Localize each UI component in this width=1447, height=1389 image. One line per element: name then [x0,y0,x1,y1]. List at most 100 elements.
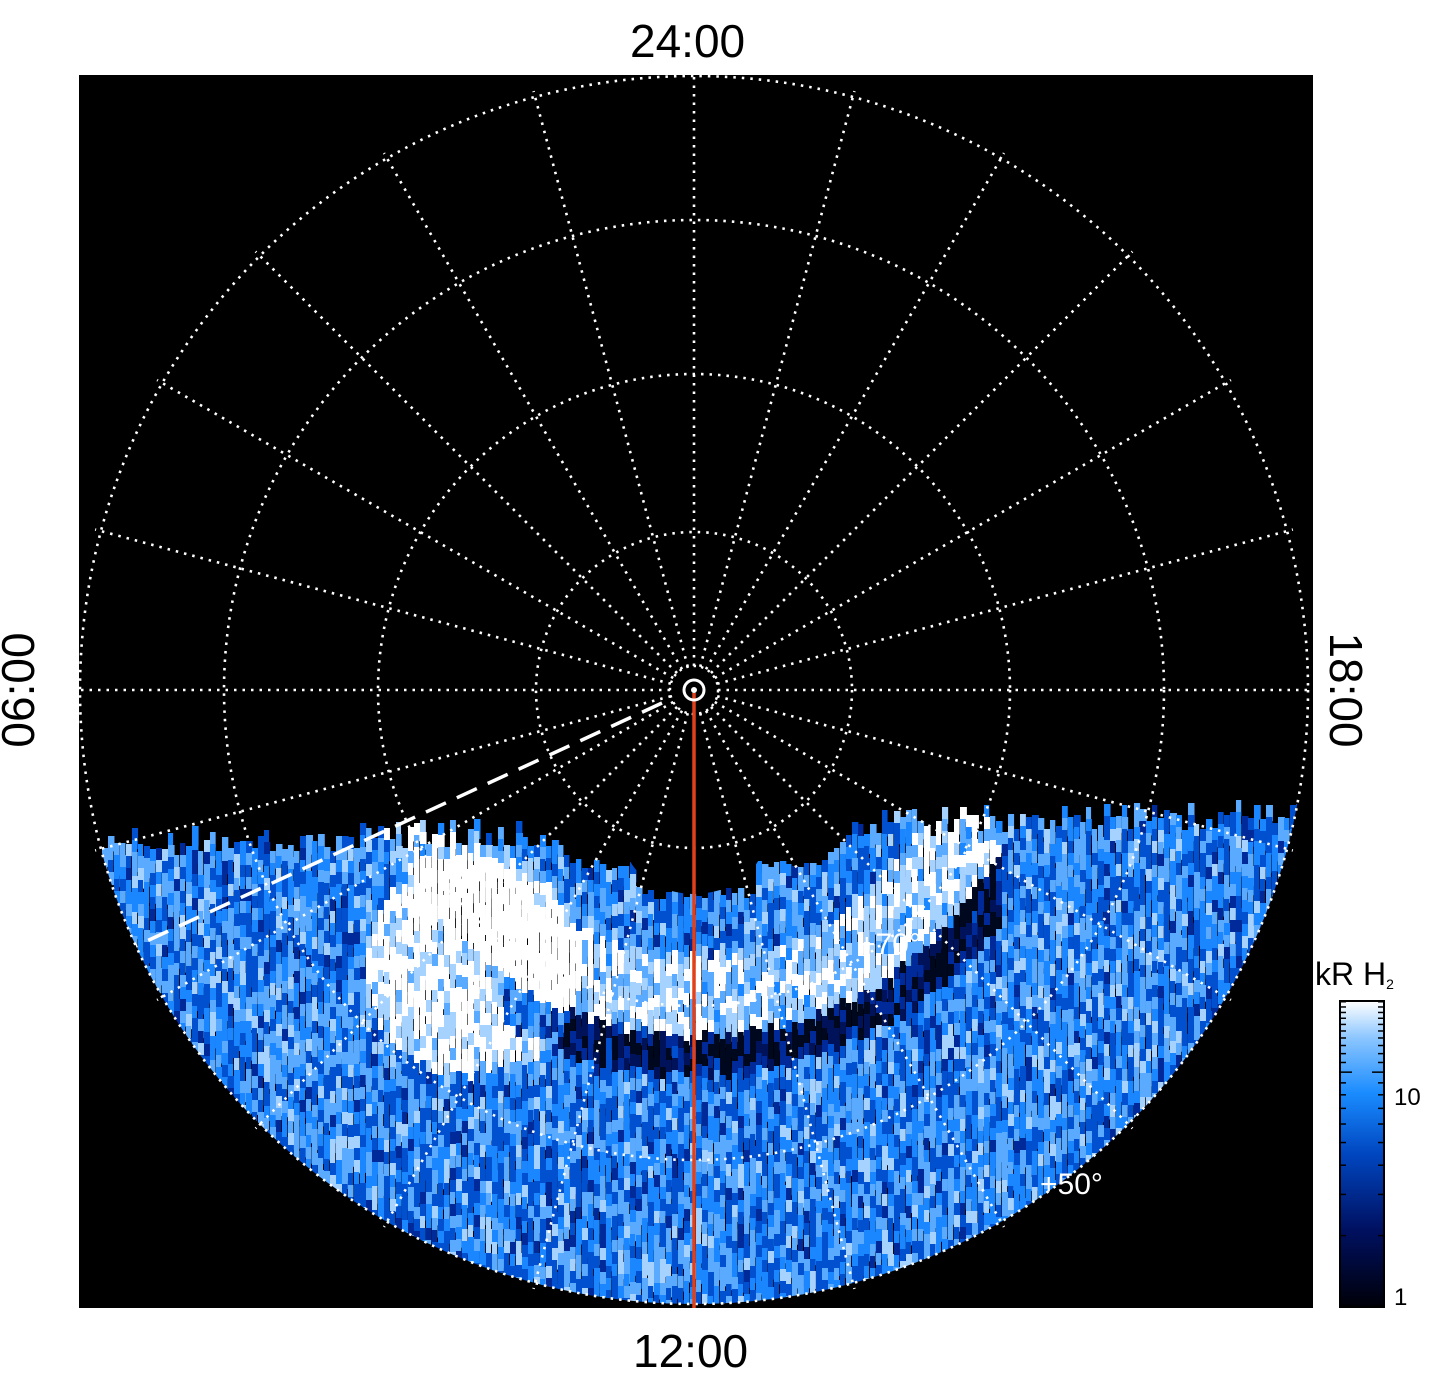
emission-pixel [864,858,870,877]
emission-pixel [414,871,420,886]
emission-pixel [432,954,439,968]
emission-pixel [768,999,774,1013]
emission-pixel [336,1028,343,1041]
emission-pixel [726,1044,733,1058]
emission-pixel [480,1037,487,1051]
emission-pixel [396,1134,402,1150]
emission-pixel [378,958,385,977]
emission-pixel [516,1037,523,1052]
emission-pixel [894,979,901,997]
emission-pixel [648,914,654,934]
emission-pixel [828,1008,835,1023]
emission-pixel [498,947,505,968]
emission-pixel [252,1052,258,1071]
emission-pixel [666,1144,672,1163]
emission-pixel [696,1172,702,1191]
emission-pixel [306,871,313,889]
emission-pixel [678,1036,684,1052]
emission-pixel [870,1220,876,1241]
emission-pixel [576,1279,583,1300]
emission-pixel [720,1051,726,1072]
emission-pixel [504,1217,510,1231]
emission-pixel [246,1045,253,1061]
emission-pixel [840,986,847,1007]
emission-pixel [1014,1201,1020,1222]
emission-pixel [774,1054,780,1070]
emission-pixel [840,1070,847,1086]
emission-pixel [1014,913,1021,932]
emission-pixel [192,874,198,891]
emission-pixel [840,902,846,920]
emission-pixel [864,1134,871,1148]
emission-pixel [420,1096,426,1114]
emission-pixel [408,875,415,895]
emission-pixel [456,1191,463,1209]
emission-pixel [390,1007,396,1021]
emission-pixel [498,1127,505,1142]
emission-pixel [384,1068,390,1086]
emission-pixel [984,901,990,914]
emission-pixel [954,891,960,911]
emission-pixel [330,851,336,868]
emission-pixel [876,1121,883,1139]
emission-pixel [792,974,799,990]
emission-pixel [804,1115,810,1130]
emission-pixel [576,1123,582,1139]
emission-pixel [504,1157,510,1171]
emission-pixel [162,981,169,997]
emission-pixel [870,896,876,914]
emission-pixel [486,1133,492,1152]
emission-pixel [852,966,859,981]
emission-pixel [174,939,180,953]
emission-pixel [396,858,402,871]
emission-pixel [756,945,762,967]
emission-pixel [432,882,438,899]
emission-pixel [642,906,649,921]
emission-pixel [486,941,492,959]
emission-pixel [738,1248,744,1264]
emission-pixel [360,1051,367,1064]
emission-pixel [798,963,804,981]
emission-pixel [186,1014,193,1030]
emission-pixel [1044,1093,1050,1114]
emission-pixel [624,1154,630,1176]
emission-pixel [270,1019,277,1032]
emission-pixel [318,942,324,957]
emission-pixel [642,1218,648,1234]
emission-pixel [240,925,247,942]
emission-pixel [810,1103,816,1123]
emission-pixel [798,951,804,969]
emission-pixel [960,1035,966,1049]
emission-pixel [876,905,883,925]
emission-pixel [996,905,1002,921]
emission-pixel [1032,887,1038,901]
emission-pixel [252,944,258,957]
emission-pixel [582,916,589,938]
emission-pixel [300,896,307,909]
emission-pixel [348,909,355,924]
emission-pixel [870,1244,876,1262]
emission-pixel [972,947,978,962]
emission-pixel [438,883,444,900]
emission-pixel [972,995,978,1010]
emission-pixel [804,947,810,968]
emission-pixel [210,832,216,848]
emission-pixel [228,992,235,1008]
emission-pixel [768,1227,775,1247]
emission-pixel [324,1015,330,1034]
emission-pixel [702,1234,708,1255]
emission-pixel [786,1044,792,1062]
emission-pixel [984,877,990,898]
emission-pixel [822,1172,828,1186]
emission-pixel [822,1076,828,1097]
emission-pixel [1020,1198,1027,1217]
emission-pixel [258,1040,264,1058]
emission-pixel [732,1217,738,1235]
emission-pixel [672,1250,679,1267]
emission-pixel [804,995,811,1011]
emission-pixel [342,884,348,905]
emission-pixel [930,1184,936,1206]
emission-pixel [834,1196,840,1212]
emission-pixel [384,888,390,907]
emission-pixel [696,1028,703,1043]
